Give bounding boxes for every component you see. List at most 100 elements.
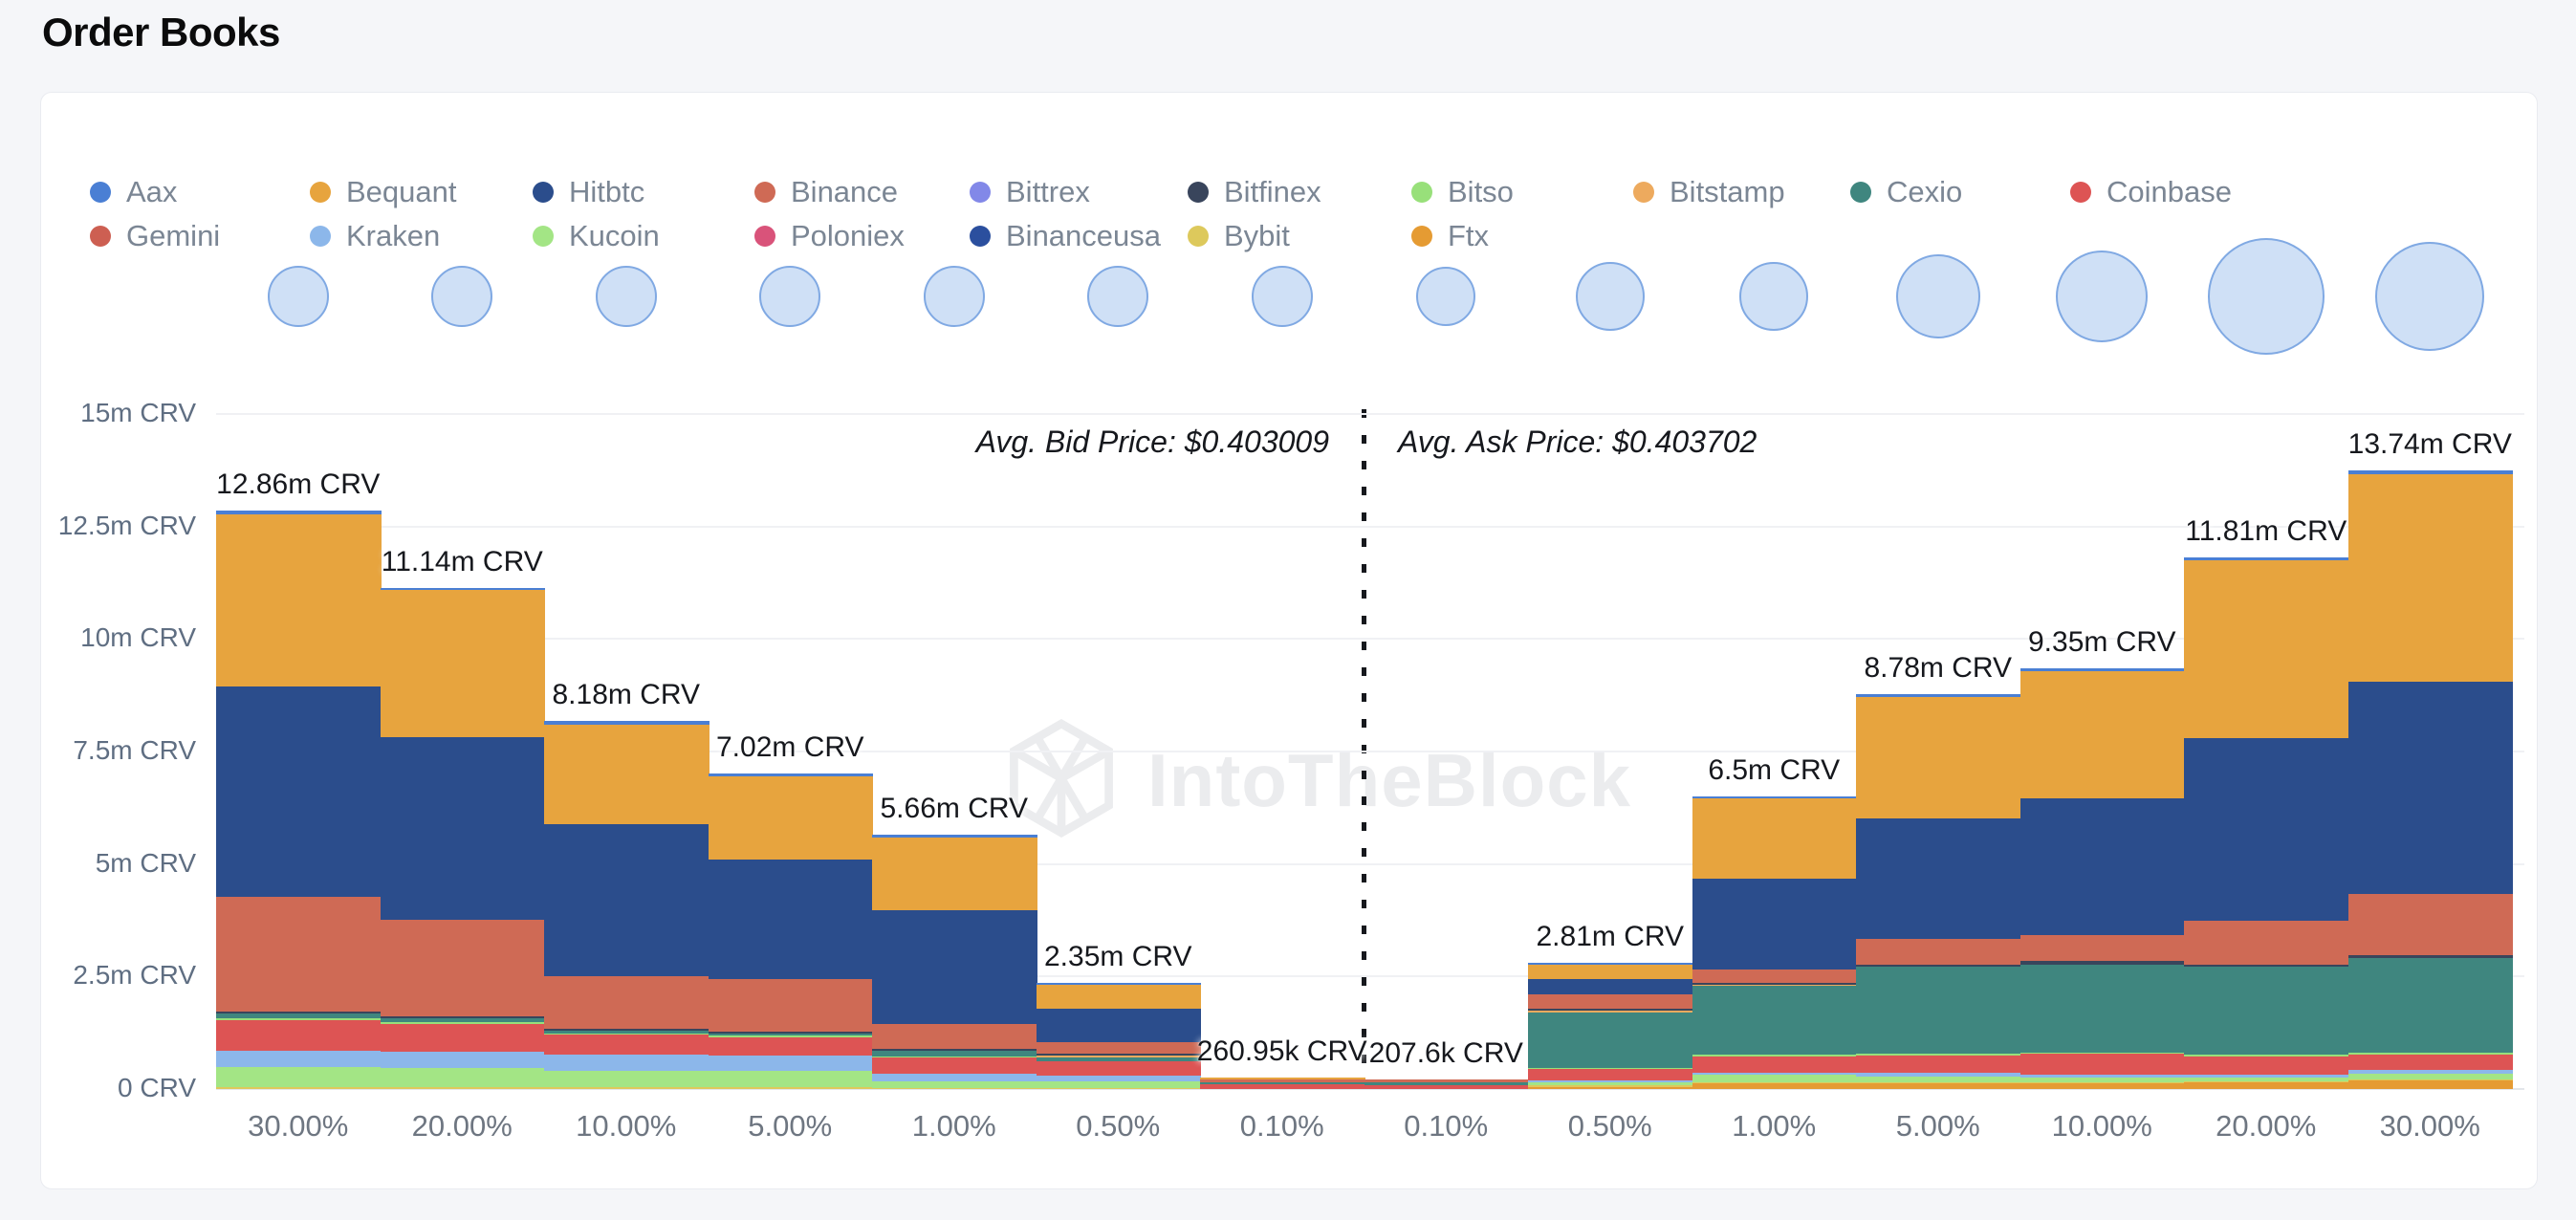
bar-segment-kucoin[interactable] [1856, 1077, 2021, 1082]
bar-segment-hitbtc[interactable] [216, 686, 382, 897]
bar-segment-coinbase[interactable] [872, 1057, 1037, 1075]
bar-segment-bitso[interactable] [708, 1035, 873, 1037]
bar-segment-cexio[interactable] [216, 1013, 382, 1019]
bar-segment-cexio[interactable] [1692, 986, 1857, 1056]
bar-segment-hitbtc[interactable] [2184, 737, 2349, 921]
bar-segment-kucoin[interactable] [1528, 1082, 1693, 1086]
bar-segment-aax[interactable] [544, 720, 709, 725]
bar-segment-kraken[interactable] [544, 1055, 709, 1072]
legend-item-bitfinex[interactable]: Bitfinex [1188, 171, 1321, 213]
bar-segment-bequant[interactable] [1692, 798, 1857, 880]
bar-segment-aax[interactable] [1036, 983, 1201, 986]
depth-bubble[interactable] [1087, 266, 1149, 327]
bar-segment-aax[interactable] [216, 510, 382, 515]
bar-segment-aax[interactable] [2019, 667, 2185, 671]
bar-segment-kucoin[interactable] [1692, 1074, 1857, 1082]
legend-item-poloniex[interactable]: Poloniex [754, 215, 905, 257]
bar-segment-bitfinex[interactable] [1036, 1054, 1201, 1056]
bar-segment-kraken[interactable] [1692, 1073, 1857, 1075]
bar-segment-bitfinex[interactable] [1692, 983, 1857, 985]
bar-segment-bitstamp[interactable] [1528, 1011, 1693, 1013]
bar-segment-bequant[interactable] [2184, 559, 2349, 738]
bar-segment-aax[interactable] [2347, 470, 2513, 475]
bar-segment-cexio[interactable] [544, 1031, 709, 1034]
depth-bubble[interactable] [1895, 254, 1980, 338]
bar-segment-bybit[interactable] [1036, 1087, 1201, 1090]
bar-segment-bybit[interactable] [1692, 1081, 1857, 1084]
bar-segment-ftx[interactable] [2184, 1081, 2349, 1089]
bar-segment-ftx[interactable] [1856, 1082, 2021, 1089]
bar-segment-bequant[interactable] [2019, 670, 2185, 799]
bar-segment-bitfinex[interactable] [2184, 965, 2349, 967]
bar-segment-bitfinex[interactable] [2347, 955, 2513, 958]
bar-segment-bitfinex[interactable] [544, 1029, 709, 1032]
bar-segment-coinbase[interactable] [1528, 1068, 1693, 1080]
bar-segment-bitso[interactable] [2347, 1053, 2513, 1056]
bar-segment-bequant[interactable] [544, 724, 709, 825]
bar-segment-bitstamp[interactable] [1036, 1055, 1201, 1057]
bar-segment-binance[interactable] [544, 976, 709, 1030]
bar-segment-bitfinex[interactable] [872, 1049, 1037, 1051]
bar-segment-kucoin[interactable] [216, 1067, 382, 1088]
bar-segment-coinbase[interactable] [1692, 1056, 1857, 1074]
bar-segment-kraken[interactable] [872, 1074, 1037, 1082]
bar-segment-kraken[interactable] [1036, 1076, 1201, 1082]
bar-segment-coinbase[interactable] [544, 1035, 709, 1056]
bar-segment-kucoin[interactable] [1036, 1081, 1201, 1088]
bar-segment-bybit[interactable] [708, 1087, 873, 1089]
bar-segment-coinbase[interactable] [1036, 1061, 1201, 1077]
bar-segment-aax[interactable] [1856, 693, 2021, 697]
bar-segment-bitfinex[interactable] [1528, 1009, 1693, 1012]
bar-segment-bitfinex[interactable] [380, 1015, 545, 1019]
bar-segment-binance[interactable] [1856, 939, 2021, 966]
legend-item-hitbtc[interactable]: Hitbtc [533, 171, 644, 213]
legend-item-binance[interactable]: Binance [754, 171, 898, 213]
depth-bubble[interactable] [431, 266, 493, 327]
bar-segment-kraken[interactable] [380, 1052, 545, 1069]
bar-segment-kucoin[interactable] [708, 1071, 873, 1088]
bar-segment-hitbtc[interactable] [1692, 879, 1857, 970]
depth-bubble[interactable] [1416, 267, 1476, 326]
bar-segment-aax[interactable] [708, 773, 873, 777]
legend-item-aax[interactable]: Aax [90, 171, 177, 213]
bar-segment-hitbtc[interactable] [708, 860, 873, 979]
bar-segment-cexio[interactable] [2184, 966, 2349, 1055]
depth-bubble[interactable] [595, 266, 657, 327]
bar-segment-aax[interactable] [380, 587, 545, 591]
legend-item-coinbase[interactable]: Coinbase [2070, 171, 2232, 213]
bar-segment-coinbase[interactable] [2347, 1055, 2513, 1071]
bar-segment-kucoin[interactable] [2184, 1078, 2349, 1081]
bar-segment-coinbase[interactable] [1856, 1055, 2021, 1073]
legend-item-kraken[interactable]: Kraken [310, 215, 440, 257]
depth-bubble[interactable] [1739, 262, 1809, 331]
bar-segment-bybit[interactable] [2019, 1081, 2185, 1084]
bar-segment-bitso[interactable] [216, 1018, 382, 1021]
depth-bubble[interactable] [2375, 242, 2485, 351]
bar-segment-bitso[interactable] [2019, 1052, 2185, 1055]
bar-segment-kraken[interactable] [1856, 1072, 2021, 1078]
bar-segment-bybit[interactable] [872, 1087, 1037, 1090]
bar-segment-bitso[interactable] [2184, 1054, 2349, 1057]
bar-segment-kraken[interactable] [708, 1056, 873, 1072]
bar-segment-bequant[interactable] [1528, 964, 1693, 979]
bar-segment-kucoin[interactable] [872, 1081, 1037, 1088]
bar-segment-hitbtc[interactable] [544, 824, 709, 977]
bar-segment-kraken[interactable] [216, 1050, 382, 1068]
bar-segment-binance[interactable] [2019, 934, 2185, 962]
bar-segment-aax[interactable] [1528, 962, 1693, 965]
bar-segment-bybit[interactable] [544, 1087, 709, 1089]
bar-segment-bitso[interactable] [1528, 1067, 1693, 1070]
bar-segment-aax[interactable] [872, 834, 1037, 838]
bar-segment-bybit[interactable] [1856, 1081, 2021, 1084]
legend-item-kucoin[interactable]: Kucoin [533, 215, 660, 257]
bar-segment-bequant[interactable] [216, 514, 382, 686]
bar-segment-kraken[interactable] [2347, 1070, 2513, 1074]
bar-segment-bybit[interactable] [1528, 1085, 1693, 1087]
bar-segment-binance[interactable] [1692, 969, 1857, 984]
bar-segment-kraken[interactable] [2184, 1075, 2349, 1078]
bar-segment-hitbtc[interactable] [872, 909, 1037, 1024]
bar-segment-binance[interactable] [872, 1023, 1037, 1050]
bar-segment-ftx[interactable] [2019, 1082, 2185, 1089]
legend-item-ftx[interactable]: Ftx [1411, 215, 1489, 257]
bar-segment-coinbase[interactable] [216, 1020, 382, 1051]
